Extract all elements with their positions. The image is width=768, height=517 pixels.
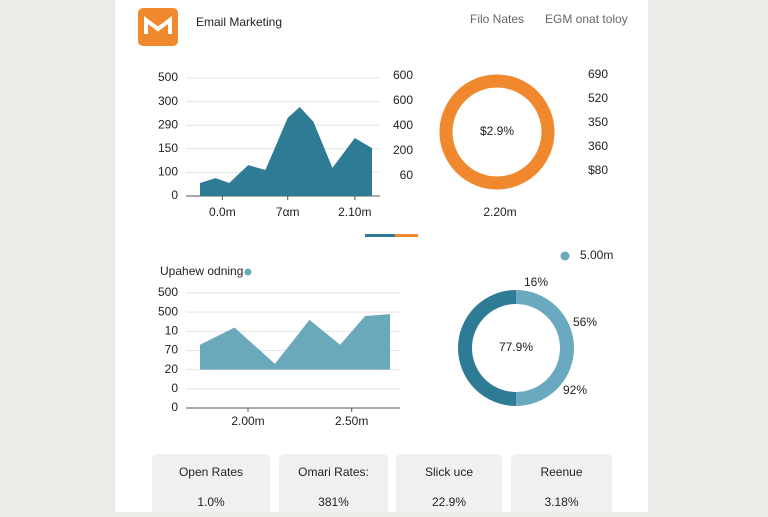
- legend-bar: [365, 234, 395, 237]
- y-tick-label: 500: [158, 285, 178, 299]
- axis-label: $80: [588, 163, 608, 177]
- area: [200, 314, 391, 370]
- center-label: $2.9%: [480, 124, 514, 138]
- card-title: Omari Rates:: [298, 465, 369, 479]
- center-label: 77.9%: [499, 340, 533, 354]
- y-tick-label: 20: [165, 362, 179, 376]
- x-tick-label: 7αm: [276, 205, 300, 219]
- y-tick-label: 150: [158, 141, 178, 155]
- card: [396, 454, 502, 517]
- card-title: Open Rates: [179, 465, 243, 479]
- cards: Open Rates 1.0% Omari Rates: 381% Slick uce 2…: [152, 454, 612, 517]
- ring-label: 56%: [573, 315, 597, 329]
- y-tick-label: 500: [158, 70, 178, 84]
- legend-dot: [560, 251, 570, 261]
- chart-title: Upahew odning: [160, 264, 243, 278]
- ring-segment: [515, 290, 575, 406]
- ring-segment: [457, 290, 517, 406]
- title-dot: [244, 268, 252, 276]
- y-tick-label: 0: [171, 400, 178, 414]
- x-tick-label: 0.0m: [209, 205, 236, 219]
- ring-label: 16%: [524, 275, 548, 289]
- ring-label: 92%: [563, 383, 587, 397]
- legend-label: 5.00m: [580, 248, 613, 262]
- card: [279, 454, 388, 517]
- axis-label: 200: [393, 143, 413, 157]
- card-title: Slick uce: [425, 465, 473, 479]
- x-tick-label: 2.50m: [335, 414, 368, 428]
- card-value: 3.18%: [544, 495, 578, 509]
- axis-label: 60: [400, 168, 414, 182]
- panel: [115, 0, 648, 512]
- card: [152, 454, 270, 517]
- axis-label: 520: [588, 91, 608, 105]
- x-tick-label: 2.00m: [231, 414, 264, 428]
- card: [511, 454, 612, 517]
- ring-segment: [439, 74, 555, 190]
- axis-label: 400: [393, 118, 413, 132]
- axis-label: 600: [393, 68, 413, 82]
- card-value: 1.0%: [197, 495, 225, 509]
- legend-bar: [395, 234, 418, 237]
- y-tick-label: 10: [165, 324, 179, 338]
- y-tick-label: 0: [171, 188, 178, 202]
- axis-label: 690: [588, 67, 608, 81]
- y-tick-label: 500: [158, 304, 178, 318]
- y-tick-label: 100: [158, 165, 178, 179]
- card-value: 381%: [318, 495, 349, 509]
- logo-mark: [144, 16, 172, 34]
- nav-link[interactable]: EGM onat toloy: [545, 12, 628, 26]
- x-tick-label: 2.10m: [338, 205, 371, 219]
- card-title: Reenue: [540, 465, 582, 479]
- y-tick-label: 70: [165, 343, 179, 357]
- y-tick-label: 290: [158, 117, 178, 131]
- area: [200, 107, 372, 196]
- axis-label: 600: [393, 93, 413, 107]
- y-tick-label: 300: [158, 94, 178, 108]
- y-tick-label: 0: [171, 381, 178, 395]
- axis-label: 350: [588, 115, 608, 129]
- header-title: Email Marketing: [196, 15, 282, 29]
- caption: 2.20m: [483, 205, 516, 219]
- nav-link[interactable]: Filo Nates: [470, 12, 524, 26]
- card-value: 22.9%: [432, 495, 466, 509]
- axis-label: 360: [588, 139, 608, 153]
